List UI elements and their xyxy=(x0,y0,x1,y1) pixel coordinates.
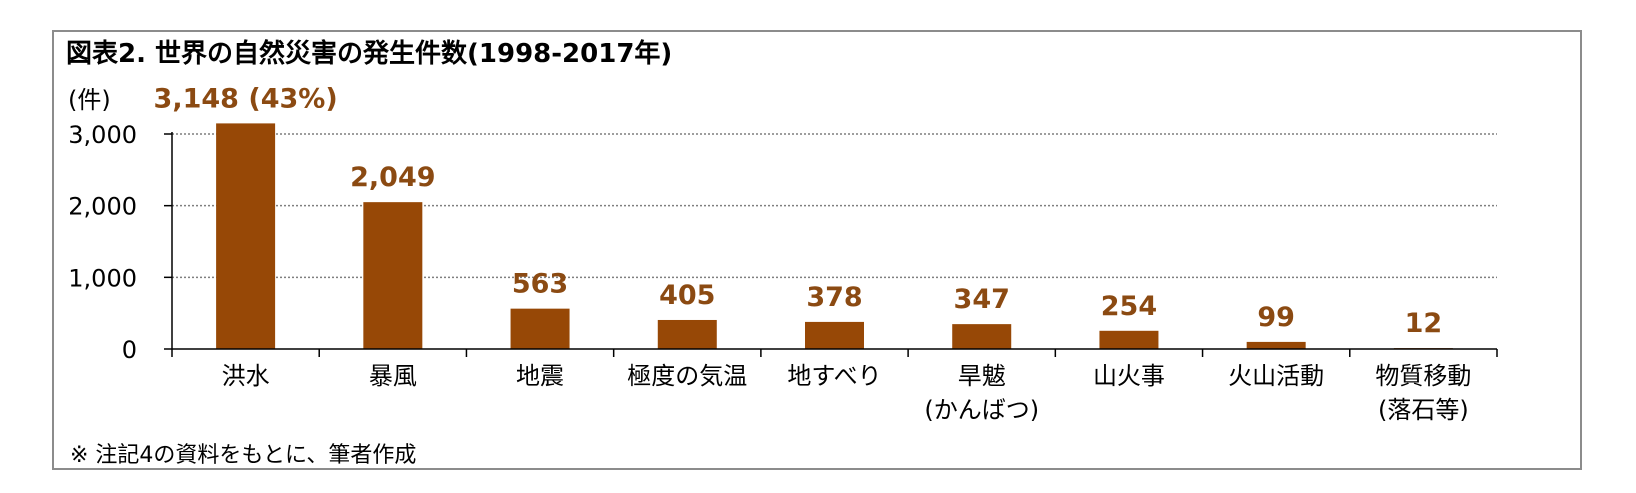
bars xyxy=(216,123,1453,349)
category-label-5-line-2: (かんばつ) xyxy=(924,396,1039,424)
bar-1 xyxy=(363,202,423,349)
data-label-0: 3,148 (43%) xyxy=(154,83,338,114)
chart-title: 図表2. 世界の自然災害の発生件数(1998-2017年) xyxy=(66,38,672,69)
y-tick-label-3: 3,000 xyxy=(68,121,137,149)
bar-5 xyxy=(952,324,1012,349)
data-label-7: 99 xyxy=(1257,302,1295,333)
bar-3 xyxy=(657,319,717,349)
data-label-6: 254 xyxy=(1101,291,1157,322)
data-label-4: 378 xyxy=(806,282,862,313)
category-label-8-line-2: (落石等) xyxy=(1378,396,1469,424)
category-label-7: 火山活動 xyxy=(1228,362,1324,390)
data-label-3: 405 xyxy=(659,280,715,311)
category-label-4: 地すべり xyxy=(787,362,881,390)
data-label-5: 347 xyxy=(954,284,1010,315)
bar-0 xyxy=(216,123,276,349)
category-label-0: 洪水 xyxy=(222,362,270,390)
y-tick-label-1: 1,000 xyxy=(68,264,137,292)
data-label-8: 12 xyxy=(1405,308,1443,339)
bar-7 xyxy=(1246,341,1306,349)
data-label-2: 563 xyxy=(512,269,568,300)
category-label-2: 地震 xyxy=(516,362,564,390)
category-label-8: 物質移動 xyxy=(1375,362,1471,390)
bar-4 xyxy=(805,321,864,349)
y-tick-label-2: 2,000 xyxy=(68,193,137,221)
category-label-1: 暴風 xyxy=(369,362,417,390)
labels: 0 1,000 2,000 3,000 3,148 (43%) 洪水 2,049 暴風 563 地… xyxy=(68,83,1471,424)
y-axis-unit: (件) xyxy=(68,86,111,114)
category-label-3: 極度の気温 xyxy=(627,362,747,390)
category-label-5: 旱魃 xyxy=(958,362,1006,390)
category-label-6: 山火事 xyxy=(1093,362,1165,390)
bar-6 xyxy=(1099,330,1159,349)
data-label-1: 2,049 xyxy=(350,162,435,193)
source-note: ※ 注記4の資料をもとに、筆者作成 xyxy=(70,443,416,468)
bar-2 xyxy=(510,308,570,349)
y-tick-label-0: 0 xyxy=(122,336,137,364)
chart-frame xyxy=(52,30,1582,470)
axes xyxy=(164,132,1498,357)
